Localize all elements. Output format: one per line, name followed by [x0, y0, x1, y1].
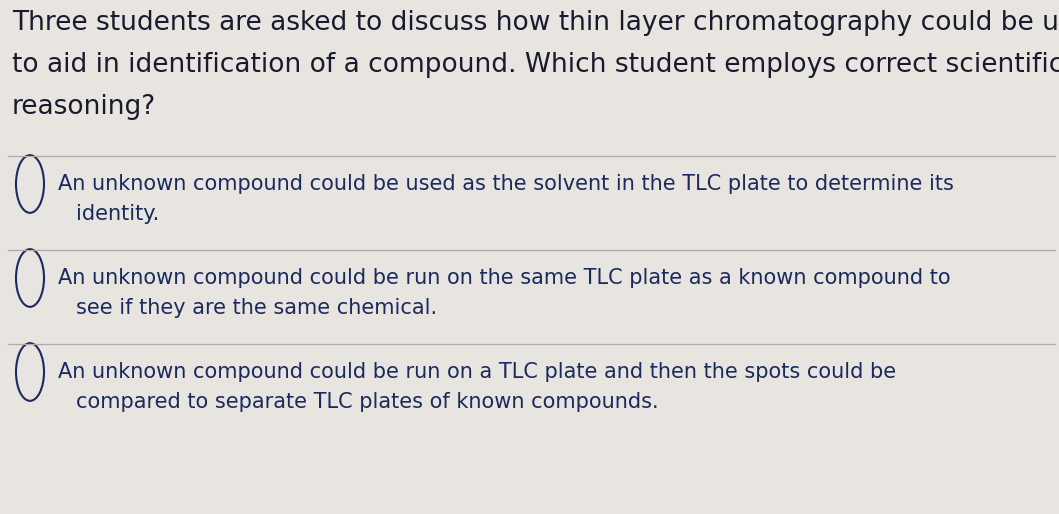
- Text: Three students are asked to discuss how thin layer chromatography could be used: Three students are asked to discuss how …: [12, 10, 1059, 36]
- Text: identity.: identity.: [76, 204, 159, 224]
- Text: An unknown compound could be used as the solvent in the TLC plate to determine i: An unknown compound could be used as the…: [58, 174, 954, 194]
- Text: see if they are the same chemical.: see if they are the same chemical.: [76, 298, 437, 318]
- Text: compared to separate TLC plates of known compounds.: compared to separate TLC plates of known…: [76, 392, 659, 412]
- Text: An unknown compound could be run on the same TLC plate as a known compound to: An unknown compound could be run on the …: [58, 268, 951, 288]
- Text: An unknown compound could be run on a TLC plate and then the spots could be: An unknown compound could be run on a TL…: [58, 362, 896, 382]
- Text: to aid in identification of a compound. Which student employs correct scientific: to aid in identification of a compound. …: [12, 52, 1059, 78]
- Text: reasoning?: reasoning?: [12, 94, 157, 120]
